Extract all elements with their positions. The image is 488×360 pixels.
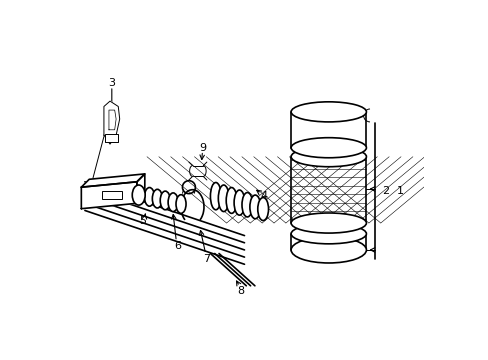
Text: 3: 3 [108, 78, 115, 88]
Ellipse shape [323, 248, 333, 252]
Ellipse shape [210, 183, 221, 210]
Polygon shape [81, 174, 144, 187]
Ellipse shape [290, 237, 366, 263]
Polygon shape [137, 174, 144, 203]
Text: 1: 1 [396, 186, 403, 196]
Ellipse shape [311, 244, 346, 256]
Ellipse shape [160, 191, 170, 210]
Ellipse shape [152, 189, 162, 208]
Text: 6: 6 [174, 241, 181, 251]
Ellipse shape [218, 185, 228, 212]
Ellipse shape [318, 246, 339, 253]
Polygon shape [81, 182, 137, 209]
Ellipse shape [176, 195, 185, 213]
Text: 9: 9 [199, 143, 206, 153]
Text: 7: 7 [203, 254, 210, 264]
Ellipse shape [290, 213, 366, 233]
Text: 5: 5 [139, 216, 145, 226]
Ellipse shape [234, 190, 244, 215]
Ellipse shape [249, 195, 260, 219]
Ellipse shape [305, 105, 351, 119]
Ellipse shape [290, 138, 366, 158]
Ellipse shape [290, 102, 366, 122]
Ellipse shape [257, 198, 268, 221]
Ellipse shape [168, 193, 178, 212]
Polygon shape [104, 101, 120, 144]
Bar [105, 134, 118, 142]
Ellipse shape [242, 193, 252, 217]
Ellipse shape [297, 239, 359, 261]
Ellipse shape [304, 242, 352, 258]
Ellipse shape [144, 188, 154, 206]
Ellipse shape [290, 147, 366, 167]
Bar [102, 191, 122, 199]
Text: 4: 4 [260, 191, 267, 201]
Ellipse shape [132, 185, 145, 205]
Text: 8: 8 [237, 286, 244, 296]
Text: 2: 2 [382, 186, 389, 196]
Ellipse shape [290, 224, 366, 244]
Ellipse shape [226, 188, 237, 213]
